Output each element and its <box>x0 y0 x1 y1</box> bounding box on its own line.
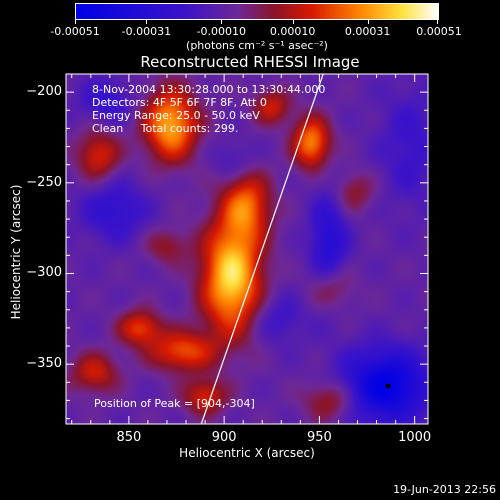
annotation-time: 8-Nov-2004 13:30:28.000 to 13:30:44.000 <box>92 83 326 96</box>
chart-title: Reconstructed RHESSI Image <box>140 53 360 71</box>
plot-frame <box>65 73 429 425</box>
colorbar-tick <box>367 20 369 24</box>
colorbar-tick <box>292 20 294 24</box>
annotation-clean: Clean Total counts: 299. <box>92 122 239 135</box>
colorbar-tick-label: 0.00031 <box>344 25 391 38</box>
x-tick-label: 950 <box>306 430 332 445</box>
y-tick-label: −200 <box>26 84 62 100</box>
y-axis-label: Heliocentric Y (arcsec) <box>9 184 23 320</box>
heatmap-image <box>66 74 428 424</box>
x-tick-label: 850 <box>116 430 142 445</box>
colorbar-tick-label: 0.00051 <box>416 25 462 38</box>
annotation-detectors: Detectors: 4F 5F 6F 7F 8F, Att 0 <box>92 96 267 109</box>
y-tick-label: −300 <box>26 265 62 281</box>
colorbar-tick <box>221 20 223 24</box>
colorbar-tick <box>437 20 438 24</box>
footer-timestamp: 19-Jun-2013 22:56 <box>393 483 496 496</box>
peak-marker <box>385 383 391 389</box>
y-tick-label: −250 <box>26 174 62 190</box>
solar-limb-line <box>200 73 324 425</box>
annotation-peak: Position of Peak = [904,-304] <box>94 397 255 410</box>
colorbar-tick-label: 0.00010 <box>269 25 316 38</box>
colorbar <box>75 3 439 20</box>
x-tick-label: 900 <box>211 430 237 445</box>
x-axis-label: Heliocentric X (arcsec) <box>179 446 315 460</box>
colorbar-tick-label: -0.00031 <box>121 25 172 38</box>
y-tick-label: −350 <box>26 356 62 372</box>
colorbar-unit-label: (photons cm⁻² s⁻¹ asec⁻²) <box>186 39 328 52</box>
colorbar-tick <box>75 20 76 24</box>
annotation-energy: Energy Range: 25.0 - 50.0 keV <box>92 109 260 122</box>
colorbar-tick-label: -0.00051 <box>50 25 100 38</box>
colorbar-tick <box>146 20 148 24</box>
x-tick-label: 1000 <box>398 430 432 445</box>
colorbar-tick-label: -0.00010 <box>196 25 247 38</box>
